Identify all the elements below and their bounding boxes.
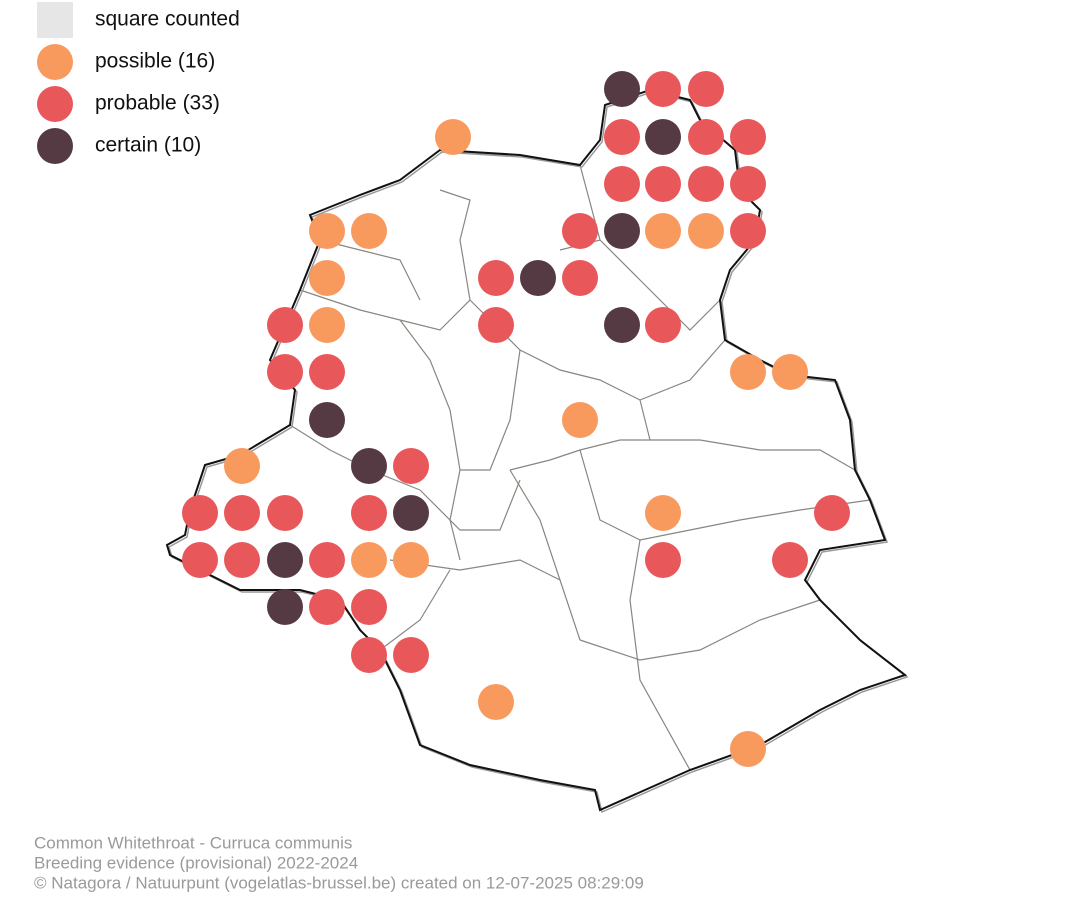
footer-line: © Natagora / Natuurpunt (vogelatlas-brus… <box>34 873 644 892</box>
square-dot <box>351 213 387 249</box>
square-dot <box>814 495 850 531</box>
legend: square counted possible (16) probable (3… <box>37 2 240 164</box>
legend-label: square counted <box>95 8 240 31</box>
square-dot <box>351 542 387 578</box>
square-dot <box>772 354 808 390</box>
legend-label: certain (10) <box>95 134 201 157</box>
square-dot <box>478 307 514 343</box>
square-dot <box>645 119 681 155</box>
square-dot <box>645 542 681 578</box>
square-dot <box>224 495 260 531</box>
boundary <box>509 469 581 641</box>
boundary <box>319 239 421 301</box>
square-dot <box>730 213 766 249</box>
legend-swatch <box>37 86 73 122</box>
square-dot <box>309 589 345 625</box>
boundary <box>629 539 691 771</box>
square-dot <box>309 402 345 438</box>
boundary <box>379 569 451 651</box>
square-dot <box>478 260 514 296</box>
square-dot <box>267 589 303 625</box>
square-dot <box>309 260 345 296</box>
square-dot <box>267 542 303 578</box>
square-dot <box>604 71 640 107</box>
boundary <box>419 479 521 531</box>
boundary <box>650 439 856 471</box>
square-dot <box>267 495 303 531</box>
square-dot <box>224 448 260 484</box>
square-dot <box>730 166 766 202</box>
square-dot <box>309 213 345 249</box>
square-dot <box>604 119 640 155</box>
square-dot <box>351 637 387 673</box>
square-dot <box>351 448 387 484</box>
square-dot <box>182 495 218 531</box>
square-dot <box>393 448 429 484</box>
square-dot <box>730 731 766 767</box>
square-dot <box>182 542 218 578</box>
footer-line: Breeding evidence (provisional) 2022-202… <box>34 853 358 872</box>
legend-label: probable (33) <box>95 92 220 115</box>
boundary <box>579 449 871 541</box>
square-dot <box>393 542 429 578</box>
square-dot <box>645 495 681 531</box>
square-dot <box>604 213 640 249</box>
region-outline <box>165 88 908 812</box>
boundary <box>289 424 421 491</box>
square-dot <box>645 307 681 343</box>
square-dot <box>309 307 345 343</box>
square-dot <box>351 589 387 625</box>
square-dot <box>562 213 598 249</box>
legend-label: possible (16) <box>95 50 215 73</box>
square-dot <box>393 637 429 673</box>
atlas-squares <box>182 71 850 767</box>
square-dot <box>604 166 640 202</box>
square-dot <box>604 307 640 343</box>
boundary <box>469 299 651 441</box>
square-dot <box>688 166 724 202</box>
square-dot <box>562 260 598 296</box>
square-dot <box>772 542 808 578</box>
square-dot <box>309 542 345 578</box>
legend-swatch <box>37 2 73 38</box>
square-dot <box>520 260 556 296</box>
boundary <box>299 189 471 331</box>
boundary <box>399 319 461 561</box>
square-dot <box>267 354 303 390</box>
square-dot <box>645 213 681 249</box>
region-outline-shadow <box>168 91 909 814</box>
square-dot <box>645 166 681 202</box>
legend-swatch <box>37 44 73 80</box>
square-dot <box>351 495 387 531</box>
boundary <box>639 339 726 401</box>
square-dot <box>688 71 724 107</box>
boundary <box>460 349 521 471</box>
legend-swatch <box>37 128 73 164</box>
square-dot <box>435 119 471 155</box>
square-dot <box>267 307 303 343</box>
square-dot <box>562 402 598 438</box>
boundary <box>579 599 821 661</box>
square-dot <box>688 119 724 155</box>
square-dot <box>688 213 724 249</box>
footer-line: Common Whitethroat - Curruca communis <box>34 833 352 852</box>
boundary <box>509 439 650 471</box>
square-dot <box>393 495 429 531</box>
square-dot <box>645 71 681 107</box>
square-dot <box>730 119 766 155</box>
square-dot <box>730 354 766 390</box>
square-dot <box>224 542 260 578</box>
square-dot <box>309 354 345 390</box>
square-dot <box>478 684 514 720</box>
